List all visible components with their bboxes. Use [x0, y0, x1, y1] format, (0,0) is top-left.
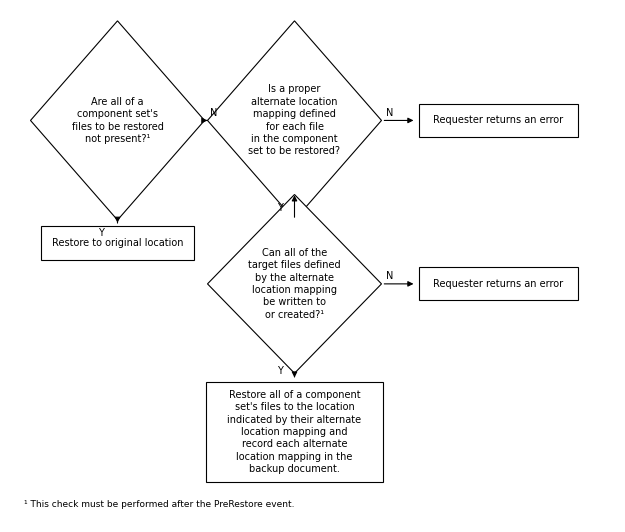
Text: Y: Y	[98, 228, 104, 238]
Bar	[41, 227, 194, 260]
Text: N: N	[210, 108, 217, 118]
Text: Restore to original location: Restore to original location	[52, 238, 183, 248]
Polygon shape	[208, 195, 381, 373]
Text: Requester returns an error: Requester returns an error	[434, 115, 564, 126]
Text: N: N	[386, 108, 394, 118]
Text: Y: Y	[276, 203, 282, 213]
Text: Are all of a
component set's
files to be restored
not present?¹: Are all of a component set's files to be…	[71, 97, 164, 144]
Bar	[206, 382, 383, 482]
Text: ¹ This check must be performed after the PreRestore event.: ¹ This check must be performed after the…	[24, 500, 295, 509]
Text: Requester returns an error: Requester returns an error	[434, 279, 564, 289]
Polygon shape	[208, 21, 381, 220]
Text: N: N	[386, 271, 394, 281]
Text: Y: Y	[276, 365, 282, 376]
Text: Restore all of a component
set's files to the location
indicated by their altern: Restore all of a component set's files t…	[228, 390, 361, 474]
Polygon shape	[31, 21, 204, 220]
Text: Can all of the
target files defined
by the alternate
location mapping
be written: Can all of the target files defined by t…	[248, 248, 341, 320]
Bar	[419, 104, 578, 137]
Text: Is a proper
alternate location
mapping defined
for each file
in the component
se: Is a proper alternate location mapping d…	[249, 85, 341, 156]
Bar	[419, 267, 578, 301]
